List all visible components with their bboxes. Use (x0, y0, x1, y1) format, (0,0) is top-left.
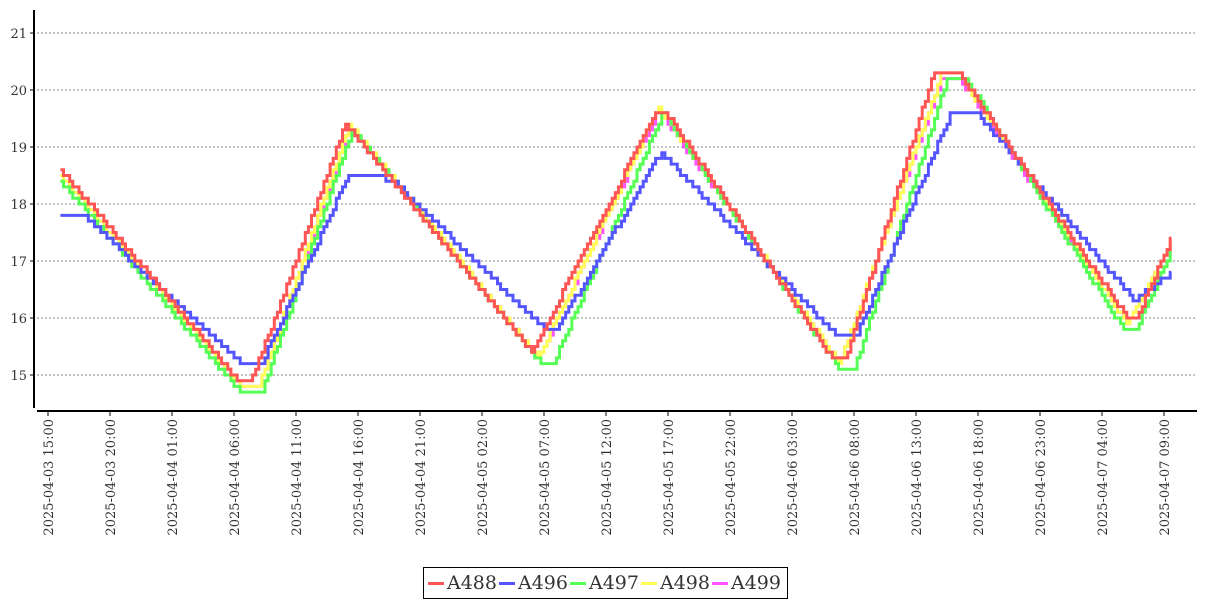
legend-item-A498: A498 (641, 572, 710, 594)
x-tick-label: 2025-04-05 07:00 (538, 419, 553, 536)
x-tick-label: 2025-04-06 13:00 (910, 419, 925, 536)
x-tick-label: 2025-04-04 16:00 (352, 419, 367, 536)
y-tick-label: 15 (10, 369, 27, 384)
legend-label: A498 (660, 572, 710, 594)
x-tick-label: 2025-04-06 23:00 (1034, 419, 1049, 536)
legend-label: A499 (731, 572, 781, 594)
legend-item-A496: A496 (499, 572, 568, 594)
x-tick-label: 2025-04-03 15:00 (42, 419, 57, 536)
legend-item-A499: A499 (712, 572, 781, 594)
legend-swatch (570, 581, 586, 585)
y-tick-label: 16 (10, 312, 27, 327)
legend-label: A488 (447, 572, 497, 594)
x-tick-label: 2025-04-04 21:00 (414, 419, 429, 536)
series-A496 (60, 111, 1172, 366)
legend-swatch (428, 581, 444, 585)
x-tick-label: 2025-04-04 01:00 (166, 419, 181, 536)
x-tick-label: 2025-04-04 11:00 (290, 419, 305, 536)
legend-label: A496 (518, 572, 568, 594)
x-tick-label: 2025-04-05 17:00 (662, 419, 677, 536)
legend-swatch (641, 581, 657, 585)
x-tick-label: 2025-04-06 03:00 (786, 419, 801, 536)
x-tick-label: 2025-04-06 18:00 (972, 419, 987, 536)
legend-item-A497: A497 (570, 572, 639, 594)
legend-item-A488: A488 (428, 572, 497, 594)
legend-swatch (712, 581, 728, 585)
x-tick-label: 2025-04-05 22:00 (724, 419, 739, 536)
x-tick-label: 2025-04-04 06:00 (228, 419, 243, 536)
x-tick-label: 2025-04-07 09:00 (1158, 419, 1173, 536)
y-tick-label: 21 (10, 27, 27, 42)
legend: A488 A496 A497 A498 A499 (423, 567, 788, 599)
x-tick-label: 2025-04-07 04:00 (1096, 419, 1111, 536)
x-tick-label: 2025-04-06 08:00 (848, 419, 863, 536)
x-tick-label: 2025-04-05 12:00 (600, 419, 615, 536)
y-tick-label: 19 (10, 141, 27, 156)
y-tick-label: 18 (10, 198, 27, 213)
y-tick-label: 17 (10, 255, 27, 270)
legend-label: A497 (589, 572, 639, 594)
x-tick-label: 2025-04-03 20:00 (104, 419, 119, 536)
y-tick-label: 20 (10, 84, 27, 99)
series-A488 (60, 71, 1172, 383)
legend-swatch (499, 581, 515, 585)
x-tick-label: 2025-04-05 02:00 (476, 419, 491, 536)
